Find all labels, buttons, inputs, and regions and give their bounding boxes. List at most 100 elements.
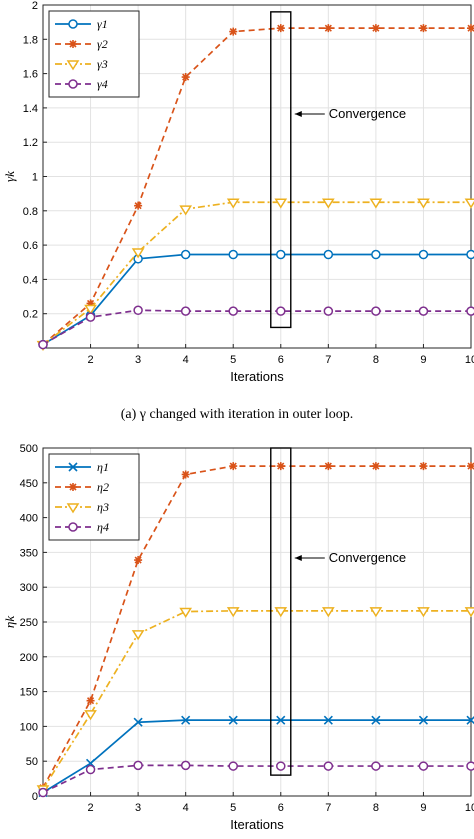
x-tick-label: 5 [230, 802, 236, 814]
y-tick-label: 2 [32, 0, 38, 12]
x-axis-label: Iterations [230, 817, 284, 832]
x-tick-label: 8 [373, 802, 379, 814]
data-point [464, 198, 474, 209]
y-tick-label: 50 [26, 756, 38, 768]
x-tick-label: 6 [278, 354, 284, 366]
legend-marker [66, 503, 80, 514]
data-point [417, 198, 430, 209]
series-4 [38, 760, 474, 798]
data-point [85, 764, 96, 775]
x-tick-label: 10 [465, 354, 474, 366]
legend-box [48, 453, 140, 541]
data-point [418, 761, 429, 771]
data-point [323, 761, 334, 771]
data-point [371, 249, 381, 260]
data-point [181, 715, 191, 725]
data-point [276, 715, 286, 725]
y-tick-label: 1.6 [23, 69, 38, 81]
x-tick-label: 7 [325, 802, 331, 814]
data-point [321, 607, 335, 618]
legend-entry: η3 [97, 500, 109, 514]
x-tick-label: 10 [465, 802, 474, 814]
y-tick-label: 500 [20, 443, 38, 455]
legend-marker [68, 79, 78, 89]
data-point [131, 630, 145, 641]
y-tick-label: 0.8 [23, 206, 38, 218]
y-tick-label: 1 [32, 172, 38, 184]
data-point [228, 306, 238, 316]
convergence-arrowhead [294, 555, 302, 561]
data-point [180, 306, 191, 316]
data-point [85, 312, 96, 322]
data-point [274, 198, 288, 209]
data-point [467, 24, 474, 33]
legend-entry: η1 [97, 460, 109, 474]
y-tick-label: 250 [20, 617, 38, 629]
x-tick-label: 5 [230, 354, 236, 366]
data-point [38, 787, 48, 798]
legend-entry: η2 [97, 480, 109, 494]
data-point [418, 249, 429, 260]
y-tick-label: 0.2 [23, 309, 38, 321]
series-1 [38, 715, 474, 798]
legend-marker [68, 462, 78, 472]
data-point [134, 201, 143, 210]
y-tick-label: 450 [20, 478, 38, 490]
y-axis-label: ηk [2, 616, 17, 628]
legend-marker [69, 40, 77, 48]
eta-chart: 2345678910050100150200250300350400450500… [2, 443, 474, 832]
x-tick-label: 8 [373, 354, 379, 366]
data-point [418, 715, 429, 725]
legend-entry: η4 [97, 520, 109, 534]
x-tick-label: 3 [135, 802, 141, 814]
data-point [276, 462, 285, 471]
legend-marker [68, 522, 78, 532]
x-tick-label: 6 [278, 802, 284, 814]
data-point [323, 249, 334, 260]
data-point [371, 761, 381, 771]
x-tick-label: 2 [87, 802, 93, 814]
legend-marker [69, 483, 77, 491]
data-point [179, 205, 193, 216]
data-point [466, 249, 474, 260]
data-point [418, 306, 429, 316]
convergence-label: Convergence [329, 550, 406, 565]
data-point [466, 761, 474, 771]
data-point [371, 462, 380, 471]
data-point [181, 470, 190, 479]
convergence-box [270, 447, 292, 776]
series-3 [36, 198, 474, 351]
y-tick-label: 350 [20, 547, 38, 559]
series-line-4 [42, 764, 471, 794]
series-line-1 [42, 719, 471, 794]
legend-box [48, 10, 140, 98]
legend-marker [66, 60, 80, 71]
series-line-3 [42, 201, 471, 346]
y-tick-label: 0.4 [23, 274, 38, 286]
x-tick-label: 3 [135, 354, 141, 366]
data-point [276, 761, 286, 771]
legend-marker [68, 19, 78, 29]
data-point [228, 715, 238, 725]
series-line-1 [42, 253, 471, 346]
data-point [276, 249, 286, 260]
x-tick-label: 9 [420, 802, 426, 814]
y-tick-label: 1.2 [23, 137, 38, 149]
y-tick-label: 0 [32, 791, 38, 803]
legend-entry: γ1 [97, 17, 108, 31]
y-tick-label: 1.8 [23, 34, 38, 46]
legend-entry: γ2 [97, 37, 108, 51]
x-tick-label: 4 [183, 354, 189, 366]
data-point [371, 24, 380, 33]
data-point [229, 27, 238, 36]
data-point [229, 462, 238, 471]
y-axis-label: γk [2, 171, 17, 182]
data-point [371, 306, 381, 316]
series-2 [39, 462, 474, 792]
data-point [464, 607, 474, 618]
y-tick-label: 200 [20, 652, 38, 664]
data-point [323, 715, 333, 725]
legend-entry: γ3 [97, 57, 108, 71]
x-tick-label: 2 [87, 354, 93, 366]
legend-entry: γ4 [97, 77, 108, 91]
